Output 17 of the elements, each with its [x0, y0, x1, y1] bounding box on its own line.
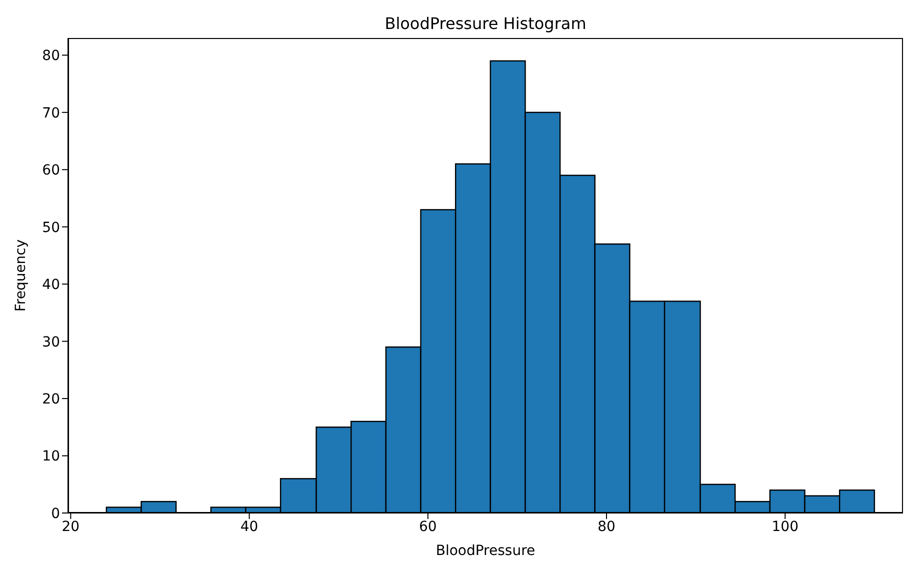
y-tick-label: 80 — [42, 48, 60, 64]
y-axis-title: Frequency — [12, 239, 29, 312]
y-tick-label: 10 — [42, 448, 60, 465]
y-tick-label: 30 — [42, 334, 60, 350]
y-tick-label: 20 — [42, 392, 60, 408]
y-tick-label: 70 — [42, 105, 60, 122]
x-tick-label: 60 — [418, 518, 437, 535]
x-tick-label: 20 — [62, 518, 80, 535]
y-tick-label: 60 — [42, 162, 60, 179]
x-axis-title: BloodPressure — [436, 543, 536, 559]
y-tick-label: 40 — [42, 277, 60, 294]
y-tick-label: 50 — [42, 220, 60, 236]
x-tick-label: 80 — [598, 518, 616, 535]
x-tick-label: 40 — [240, 518, 258, 535]
x-tick-label: 100 — [772, 518, 798, 535]
chart-title: BloodPressure Histogram — [384, 14, 588, 33]
y-tick-label: 0 — [51, 506, 60, 522]
